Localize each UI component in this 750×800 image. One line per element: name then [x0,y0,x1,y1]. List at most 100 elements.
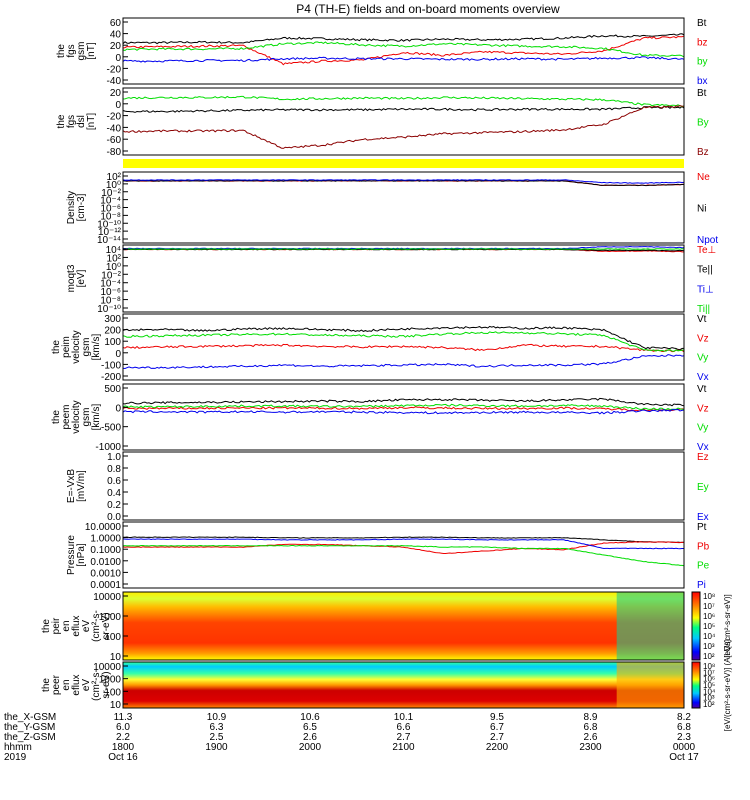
fgs-dsl-tick-label: -80 [107,147,122,158]
peem-velocity-series-2 [122,403,685,411]
moms-tick-label: 10⁻² [101,270,121,281]
peer-spectrogram-ylabel: eflux [71,674,82,695]
peer-spectrogram-tick-label: 1000 [99,675,122,686]
x-tick-label: 6.3 [210,722,224,733]
fgs-dsl-tick-label: -60 [107,135,122,146]
colorbar2-label: [eV/(cm²-s-sr-eV)] (All Qs) [723,638,732,731]
x-tick-label: 2.3 [677,732,691,743]
x-tick-label: 1800 [112,742,135,753]
fgs-dsl-frame [122,87,685,156]
peir-spectrogram-image [123,592,684,660]
moms-tick-label: 10⁴ [106,245,121,256]
peim-velocity-ylabel: the [51,340,62,354]
density-series-1 [122,180,685,187]
fgs-dsl-series-1 [122,95,685,108]
peir-spectrogram-ylabel: eV [81,620,92,633]
colorbar2-tick: 10⁵ [703,681,715,690]
efield-tick-label: 1.0 [107,452,121,463]
density-tick-label: 10² [107,172,122,183]
x-tick-label: 2.6 [303,732,317,743]
peem-velocity-legend-1: Vz [697,403,709,414]
fgs-gsm-legend-3: bx [697,76,708,87]
x-tick-label: 2300 [579,742,602,753]
peer-spectrogram-ylabel: (cm²-s- [91,669,102,701]
panel-fgs-dsl: 200-20-40-60-80 the fgs dsl [nT] Bt By Bz [56,87,709,158]
pressure-frame [122,521,685,589]
fgs-dsl-legend-0: Bt [697,88,707,99]
pressure-tick-label: 10.0000 [85,522,122,533]
peim-velocity-tick-label: 200 [104,326,121,337]
efield-tick-label: 0.6 [107,476,121,487]
x-tick-label: 6.8 [677,722,691,733]
fgs-gsm-tick-label: -40 [107,76,122,87]
chart-title: P4 (TH-E) fields and on-board moments ov… [296,2,560,16]
x-tick-label: 8.9 [584,712,598,723]
x-axis-labels: the_X-GSM 11.3 10.9 10.6 10.1 9.5 8.9 8.2 the_Y-… [4,712,699,763]
density-ylabel: Density [66,191,77,224]
peem-velocity-ylabel: gsm [81,408,92,427]
x-tick-label: 2.7 [397,732,411,743]
moms-tick-label: 10⁻¹⁰ [97,304,121,315]
x-tick-label: 10.1 [394,712,414,723]
x-tick-label: 2.2 [116,732,130,743]
peem-velocity-legend-0: Vt [697,384,707,395]
peem-velocity-frame [122,383,685,451]
density-tick-label: 10⁻¹⁴ [97,235,121,246]
peir-spectrogram-ylabel: the [41,619,52,633]
x-tick-label: 2.6 [584,732,598,743]
fgs-dsl-tick-label: -20 [107,112,122,123]
fgs-dsl-legend-2: Bz [697,147,709,158]
x-tick-label: 2100 [392,742,415,753]
colorbar-tick: 10² [703,652,715,661]
pressure-ylabel: Pressure [66,535,77,575]
colorbar2-bar [691,661,701,709]
pressure-tick-label: 0.0100 [90,557,121,568]
efield-tick-label: 0.4 [107,488,121,499]
x-tick-label: 2.5 [210,732,224,743]
peim-velocity-series-3 [122,354,685,370]
peer-spectrogram-ylabel: peer [51,674,62,695]
peer-spectrogram-ylabel: en [61,679,72,690]
fgs-gsm-tick-label: 0 [115,53,121,64]
peem-velocity-series-1 [122,406,685,412]
x-date-start: Oct 16 [108,752,138,763]
peem-velocity-ylabel: peem [61,404,72,429]
moms-legend-3: Ti|| [697,304,710,315]
peim-velocity-legend-2: Vy [697,353,708,364]
moms-tick-label: 10⁻⁸ [100,296,121,307]
pressure-series-3 [122,538,684,550]
x-tick-label: 2200 [486,742,509,753]
x-tick-label: 6.6 [397,722,411,733]
density-legend-2: Npot [697,235,718,246]
peem-velocity-ylabel: velocity [71,400,82,433]
pressure-legend-0: Pt [697,522,707,533]
peim-velocity-series-1 [122,343,685,353]
peim-velocity-tick-label: 100 [104,337,121,348]
colorbar-label: [eV/(cm²-s-sr-eV)] [723,594,732,658]
peem-velocity-tick-label: 0 [115,403,121,414]
pressure-legend-3: Pi [697,580,706,591]
efield-ylabel: [mV/m] [76,470,87,502]
efield-legend-2: Ex [697,512,709,523]
peem-velocity-tick-label: -1000 [95,442,121,453]
density-ylabel: [cm-3] [76,193,87,221]
fgs-gsm-ylabel: the [56,44,67,58]
fgs-dsl-legend-1: By [697,118,709,129]
density-tick-label: 10⁻⁴ [100,196,121,207]
density-series-2 [122,179,685,184]
pressure-legend-2: Pe [697,561,710,572]
efield-tick-label: 0.8 [107,464,121,475]
peim-velocity-tick-label: 0 [115,349,121,360]
peem-velocity-series-0 [122,397,685,407]
peer-spectrogram-tick-label: 10000 [93,662,121,673]
moms-ylabel: [eV] [76,269,87,287]
density-tick-label: 10⁻⁸ [100,211,121,222]
peer-spectrogram-late-region [616,662,684,708]
fgs-dsl-tick-label: -40 [107,123,122,134]
peir-spectrogram-ylabel: (cm²-s- [91,610,102,642]
peim-velocity-frame [122,313,685,381]
